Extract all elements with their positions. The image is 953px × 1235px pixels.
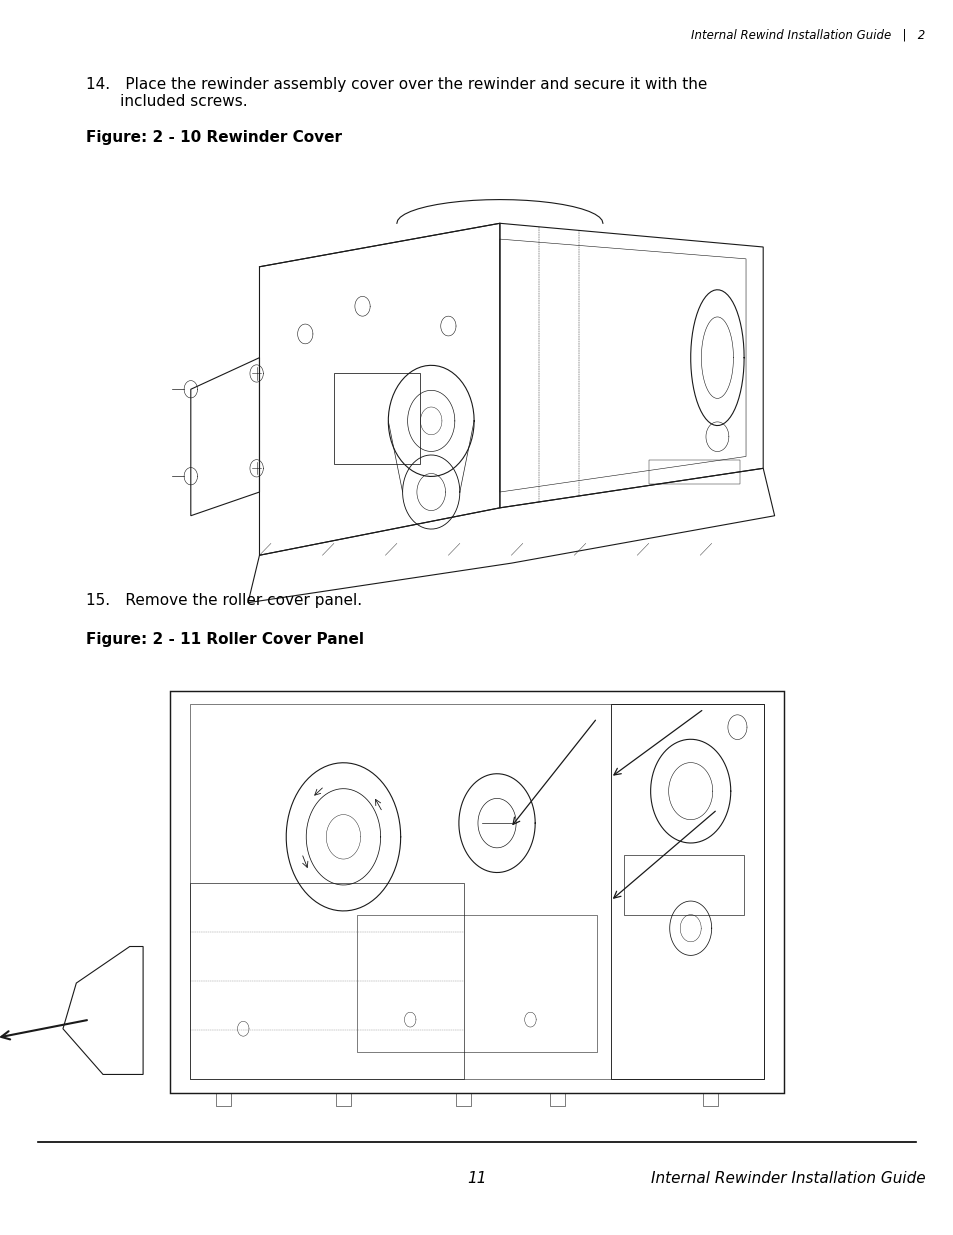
Text: 11: 11	[467, 1171, 486, 1186]
Text: Internal Rewind Installation Guide   |   2: Internal Rewind Installation Guide | 2	[690, 28, 924, 42]
Text: 15. Remove the roller cover panel.: 15. Remove the roller cover panel.	[86, 593, 361, 608]
Text: Figure: 2 - 10 Rewinder Cover: Figure: 2 - 10 Rewinder Cover	[86, 130, 341, 144]
Text: 14. Place the rewinder assembly cover over the rewinder and secure it with the
 : 14. Place the rewinder assembly cover ov…	[86, 77, 706, 109]
Text: Figure: 2 - 11 Roller Cover Panel: Figure: 2 - 11 Roller Cover Panel	[86, 632, 363, 647]
Text: Internal Rewinder Installation Guide: Internal Rewinder Installation Guide	[650, 1171, 924, 1186]
